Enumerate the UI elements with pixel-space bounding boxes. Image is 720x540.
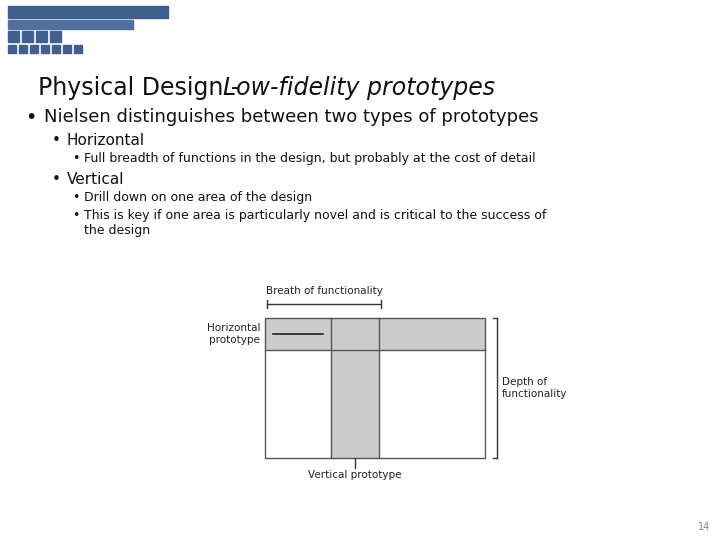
Bar bbox=[30, 45, 38, 53]
Bar bbox=[8, 6, 168, 18]
Text: •: • bbox=[72, 152, 79, 165]
Bar bbox=[265, 318, 485, 350]
Bar bbox=[41, 45, 49, 53]
Text: Drill down on one area of the design: Drill down on one area of the design bbox=[84, 191, 312, 204]
Text: •: • bbox=[52, 172, 61, 187]
Text: Nielsen distinguishes between two types of prototypes: Nielsen distinguishes between two types … bbox=[44, 108, 539, 126]
Text: Full breadth of functions in the design, but probably at the cost of detail: Full breadth of functions in the design,… bbox=[84, 152, 536, 165]
Text: •: • bbox=[72, 191, 79, 204]
Bar bbox=[331, 350, 379, 458]
Bar bbox=[50, 31, 61, 42]
Text: •: • bbox=[25, 108, 37, 127]
Text: Vertical: Vertical bbox=[67, 172, 125, 187]
Bar bbox=[265, 318, 485, 458]
Bar bbox=[8, 31, 19, 42]
Bar bbox=[8, 20, 133, 29]
Text: 14: 14 bbox=[698, 522, 710, 532]
Bar bbox=[52, 45, 60, 53]
Text: This is key if one area is particularly novel and is critical to the success of
: This is key if one area is particularly … bbox=[84, 209, 546, 237]
Text: Horizontal: Horizontal bbox=[67, 133, 145, 148]
Text: Low-fidelity prototypes: Low-fidelity prototypes bbox=[223, 76, 495, 100]
Text: Horizontal
prototype: Horizontal prototype bbox=[207, 323, 260, 345]
Bar bbox=[19, 45, 27, 53]
Text: Depth of
functionality: Depth of functionality bbox=[502, 377, 567, 399]
Text: Breath of functionality: Breath of functionality bbox=[266, 286, 382, 296]
Text: Physical Design -: Physical Design - bbox=[38, 76, 247, 100]
Text: •: • bbox=[52, 133, 61, 148]
Bar bbox=[22, 31, 33, 42]
Text: Vertical prototype: Vertical prototype bbox=[308, 470, 402, 480]
Bar bbox=[63, 45, 71, 53]
Bar bbox=[8, 45, 16, 53]
Bar bbox=[74, 45, 82, 53]
Text: •: • bbox=[72, 209, 79, 222]
Bar bbox=[36, 31, 47, 42]
